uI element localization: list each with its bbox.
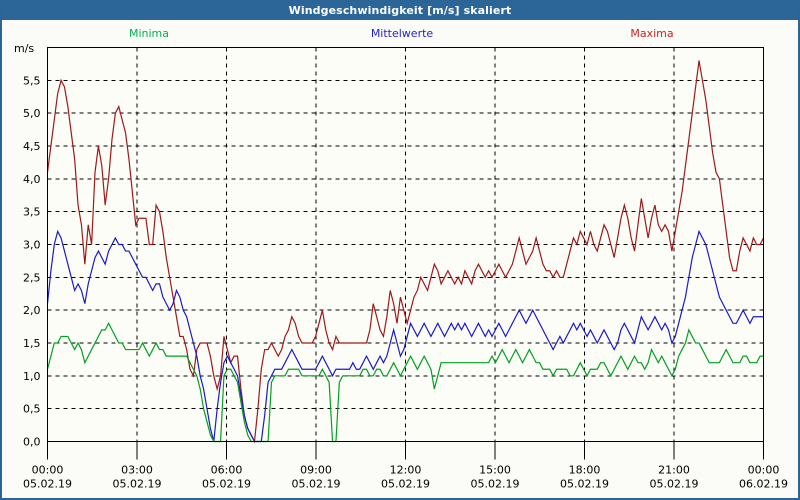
x-tick-time: 18:00: [569, 464, 601, 477]
x-tick-time: 00:00: [32, 464, 64, 477]
x-tick-date: 05.02.19: [292, 478, 341, 491]
y-tick-label: 1,0: [23, 370, 41, 383]
chart-series: [46, 60, 765, 444]
x-tick-date: 05.02.19: [650, 478, 699, 491]
series-line-maxima: [46, 60, 765, 444]
x-tick-time: 12:00: [390, 464, 422, 477]
x-tick-time: 06:00: [211, 464, 243, 477]
x-tick-date: 05.02.19: [202, 478, 251, 491]
legend-item-minima: Minima: [128, 27, 170, 40]
x-tick-date: 05.02.19: [471, 478, 520, 491]
window-title: Windgeschwindigkeit [m/s] skaliert: [2, 2, 798, 20]
x-tick-time: 15:00: [479, 464, 511, 477]
y-tick-label: 5,0: [23, 107, 41, 120]
y-tick-label: 1,5: [23, 337, 41, 350]
y-tick-label: 4,0: [23, 173, 41, 186]
series-line-minima: [46, 321, 764, 443]
x-tick-date: 05.02.19: [560, 478, 609, 491]
x-tick-date: 06.02.19: [739, 478, 788, 491]
y-tick-label: 3,0: [23, 239, 41, 252]
x-tick-time: 09:00: [300, 464, 332, 477]
y-axis-unit-label: m/s: [14, 42, 35, 55]
x-tick-date: 05.02.19: [381, 478, 430, 491]
y-tick-label: 0,5: [23, 403, 41, 416]
plot-frame-outline: [46, 46, 765, 443]
y-tick-label: 5,5: [23, 74, 41, 87]
x-tick-time: 00:00: [748, 464, 780, 477]
y-axis-tick-labels: 0,0 0,5 1,0 1,5 2,0 2,5 3,0 3,5 4,0 4,5 5,0 5,5: [23, 74, 41, 448]
legend-item-mittelwerte: Mittelwerte: [370, 27, 434, 40]
y-tick-label: 0,0: [23, 436, 41, 449]
x-tick-date: 05.02.19: [23, 478, 72, 491]
x-tick-time: 03:00: [121, 464, 153, 477]
x-tick-time: 21:00: [658, 464, 690, 477]
series-line-mittelwerte: [46, 229, 764, 443]
y-tick-label: 2,5: [23, 271, 41, 284]
y-tick-label: 2,0: [23, 304, 41, 317]
legend-item-maxima: Maxima: [630, 27, 674, 40]
x-tick-date: 05.02.19: [113, 478, 162, 491]
y-tick-label: 4,5: [23, 140, 41, 153]
x-axis-tick-labels: 00:0005.02.1903:0005.02.1906:0005.02.190…: [23, 441, 788, 491]
y-tick-label: 3,5: [23, 206, 41, 219]
